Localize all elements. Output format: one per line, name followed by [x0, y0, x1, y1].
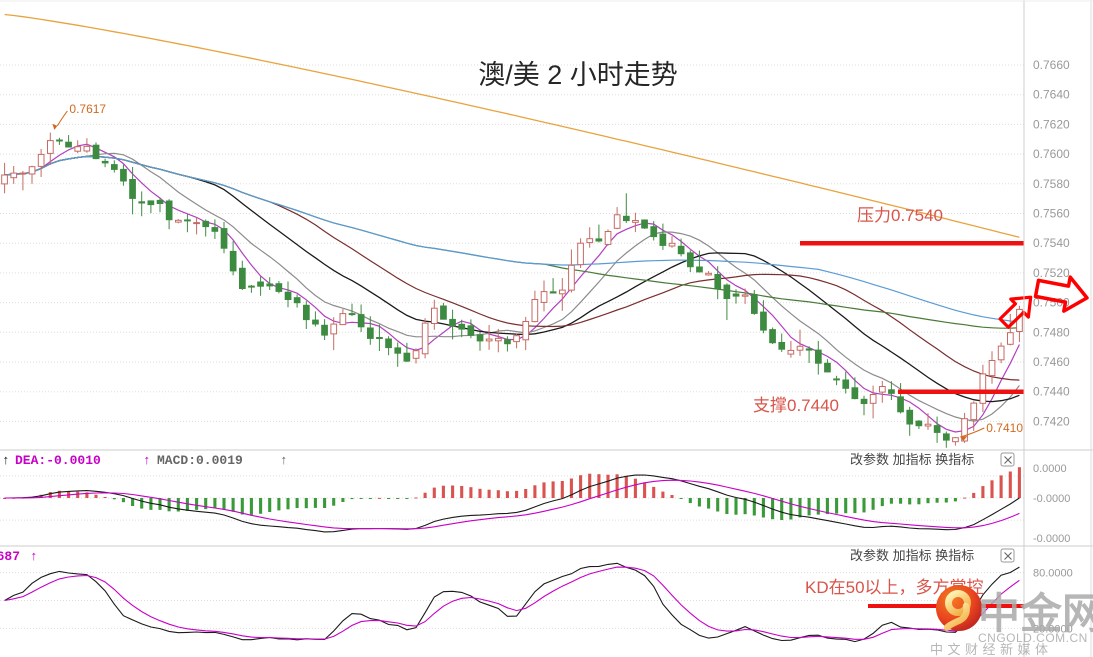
svg-text:改参数 加指标 换指标: 改参数 加指标 换指标: [850, 452, 974, 467]
svg-text:0.7620: 0.7620: [1033, 117, 1070, 131]
svg-text:澳/美 2 小时走势: 澳/美 2 小时走势: [478, 60, 678, 90]
svg-text:支撑0.7440: 支撑0.7440: [753, 396, 839, 415]
svg-text:0.7420: 0.7420: [1033, 414, 1070, 428]
svg-text:MACD:0.0019: MACD:0.0019: [157, 453, 243, 468]
svg-text:0.7660: 0.7660: [1033, 58, 1070, 72]
svg-text:DEA:-0.0010: DEA:-0.0010: [15, 453, 101, 468]
svg-text:0.7580: 0.7580: [1033, 177, 1070, 191]
svg-text:↑: ↑: [280, 453, 288, 468]
svg-text:↑: ↑: [30, 549, 38, 564]
svg-text:80.0000: 80.0000: [1033, 568, 1073, 580]
svg-text:-0.0000: -0.0000: [1033, 493, 1070, 505]
svg-text:0.7440: 0.7440: [1033, 385, 1070, 399]
svg-text:中金网: 中金网: [978, 590, 1093, 637]
svg-text:压力0.7540: 压力0.7540: [857, 206, 943, 225]
svg-text:0.7617: 0.7617: [69, 102, 106, 116]
svg-text:0.7640: 0.7640: [1033, 88, 1070, 102]
svg-text:0.7520: 0.7520: [1033, 266, 1070, 280]
svg-text:0.7560: 0.7560: [1033, 207, 1070, 221]
svg-text:0.7460: 0.7460: [1033, 355, 1070, 369]
svg-text:0.0000: 0.0000: [1033, 463, 1067, 475]
svg-text:改参数 加指标 换指标: 改参数 加指标 换指标: [850, 548, 974, 563]
svg-text:-0.0000: -0.0000: [1033, 533, 1070, 545]
svg-text:0.7480: 0.7480: [1033, 325, 1070, 339]
svg-text:↑: ↑: [143, 453, 151, 468]
svg-text:↑: ↑: [2, 453, 10, 468]
svg-text:0.7540: 0.7540: [1033, 236, 1070, 250]
svg-text:0.7410: 0.7410: [986, 421, 1023, 435]
svg-text:中文财经新媒体: 中文财经新媒体: [930, 642, 1053, 657]
svg-text:0.7600: 0.7600: [1033, 147, 1070, 161]
